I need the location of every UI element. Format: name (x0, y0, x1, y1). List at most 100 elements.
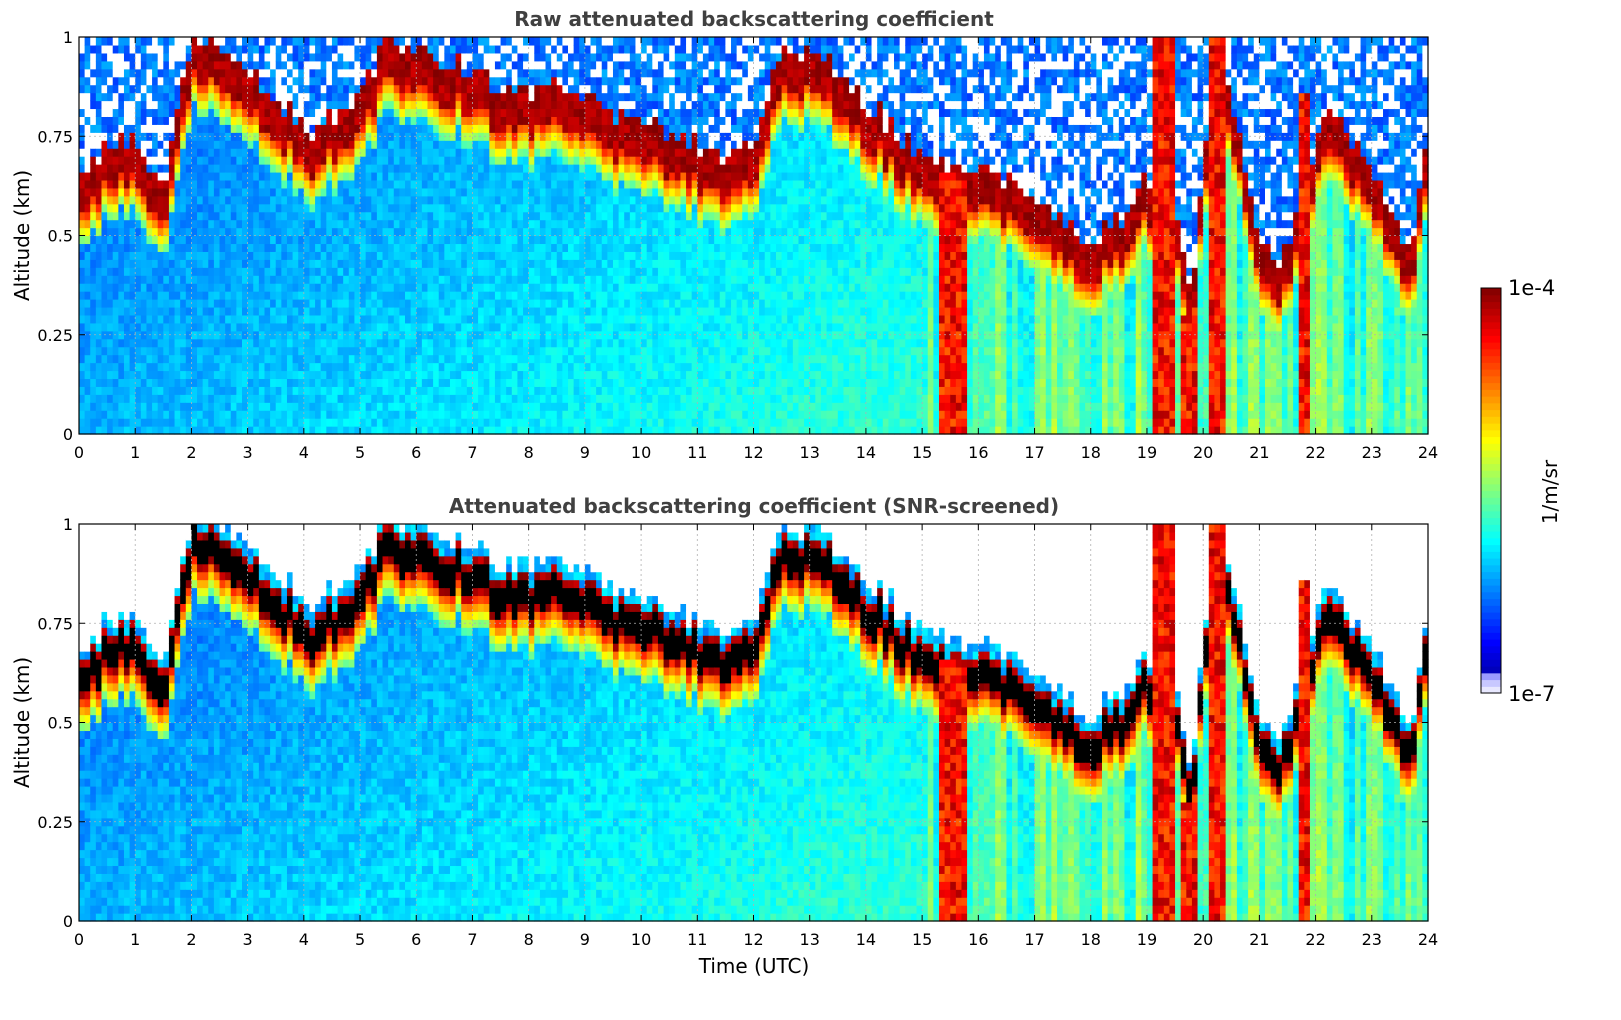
heatmap-cell (202, 44, 209, 54)
heatmap-cell (624, 299, 631, 308)
heatmap-cell (472, 195, 479, 205)
heatmap-cell (79, 148, 86, 157)
heatmap-cell (478, 132, 485, 141)
heatmap-cell (140, 52, 148, 62)
heatmap-cell (478, 362, 485, 372)
heatmap-cell (197, 410, 204, 419)
heatmap-cell (197, 346, 204, 356)
heatmap-cell (208, 171, 215, 181)
heatmap-cell (596, 299, 603, 308)
heatmap-cell (438, 92, 445, 102)
heatmap-cell (180, 259, 187, 268)
heatmap-cell (101, 394, 108, 403)
heatmap-cell (343, 275, 350, 284)
heatmap-cell (438, 426, 445, 435)
heatmap-cell (444, 156, 451, 165)
heatmap-cell (551, 394, 558, 403)
heatmap-cell (79, 44, 86, 54)
heatmap-cell (202, 227, 209, 237)
heatmap-cell (270, 84, 277, 94)
heatmap-cell (455, 259, 462, 268)
heatmap-cell (286, 362, 294, 372)
heatmap-cell (152, 219, 159, 229)
heatmap-cell (354, 37, 361, 46)
heatmap-cell (174, 52, 181, 62)
heatmap-cell (551, 140, 558, 149)
heatmap-cell (292, 219, 299, 229)
heatmap-cell (399, 299, 406, 308)
heatmap-cell (107, 60, 114, 70)
heatmap-cell (399, 314, 406, 324)
heatmap-cell (399, 330, 406, 340)
heatmap-cell (556, 100, 563, 110)
heatmap-cell (551, 338, 558, 348)
heatmap-cell (427, 211, 434, 221)
heatmap-cell (354, 124, 361, 133)
heatmap-cell (573, 410, 580, 419)
heatmap-cell (180, 314, 187, 324)
heatmap-cell (596, 179, 603, 189)
heatmap-cell (163, 52, 170, 62)
heatmap-cell (562, 195, 569, 205)
heatmap-cell (494, 195, 502, 205)
heatmap-cell (376, 100, 384, 110)
heatmap-cell (601, 235, 608, 245)
heatmap-cell (601, 44, 608, 54)
heatmap-cell (551, 426, 558, 435)
heatmap-cell (444, 76, 451, 86)
heatmap-cell (433, 370, 440, 380)
heatmap-cell (343, 37, 350, 46)
heatmap-cell (331, 52, 339, 62)
heatmap-cell (225, 259, 232, 268)
heatmap-cell (506, 60, 513, 70)
heatmap-cell (511, 108, 519, 117)
heatmap-cell (197, 219, 204, 229)
heatmap-cell (225, 100, 232, 110)
heatmap-cell (444, 171, 451, 181)
heatmap-cell (112, 362, 119, 372)
heatmap-cell (472, 291, 479, 300)
heatmap-cell (629, 179, 637, 189)
heatmap-cell (191, 314, 198, 324)
heatmap-cell (152, 44, 159, 54)
heatmap-cell (326, 299, 333, 308)
heatmap-cell (270, 410, 277, 419)
heatmap-cell (90, 386, 97, 395)
heatmap-cell (584, 314, 592, 324)
heatmap-cell (618, 306, 625, 316)
heatmap-cell (405, 314, 412, 324)
heatmap-cell (568, 410, 575, 419)
heatmap-cell (444, 299, 451, 308)
heatmap-cell (562, 76, 569, 86)
heatmap-cell (523, 156, 530, 165)
heatmap-cell (511, 140, 519, 149)
heatmap-cell (472, 362, 479, 372)
heatmap-cell (573, 418, 580, 427)
heatmap-cell (455, 235, 462, 245)
heatmap-cell (461, 426, 468, 435)
heatmap-cell (421, 179, 429, 189)
heatmap-cell (168, 243, 176, 252)
heatmap-cell (556, 84, 563, 94)
heatmap-cell (326, 378, 333, 387)
heatmap-cell (455, 148, 462, 157)
heatmap-cell (517, 92, 524, 102)
heatmap-cell (185, 314, 193, 324)
heatmap-cell (281, 370, 288, 380)
heatmap-cell (236, 394, 243, 403)
heatmap-cell (129, 402, 136, 411)
heatmap-cell (95, 92, 103, 102)
heatmap-cell (455, 306, 462, 316)
heatmap-cell (461, 386, 468, 395)
heatmap-cell (270, 52, 277, 62)
heatmap-cell (258, 164, 266, 173)
heatmap-cell (612, 156, 620, 165)
heatmap-cell (433, 44, 440, 54)
heatmap-cell (168, 275, 176, 284)
heatmap-cell (326, 267, 333, 276)
heatmap-cell (90, 259, 97, 268)
heatmap-cell (478, 44, 485, 54)
heatmap-cell (596, 148, 603, 157)
heatmap-cell (247, 243, 254, 252)
heatmap-cell (483, 219, 490, 229)
